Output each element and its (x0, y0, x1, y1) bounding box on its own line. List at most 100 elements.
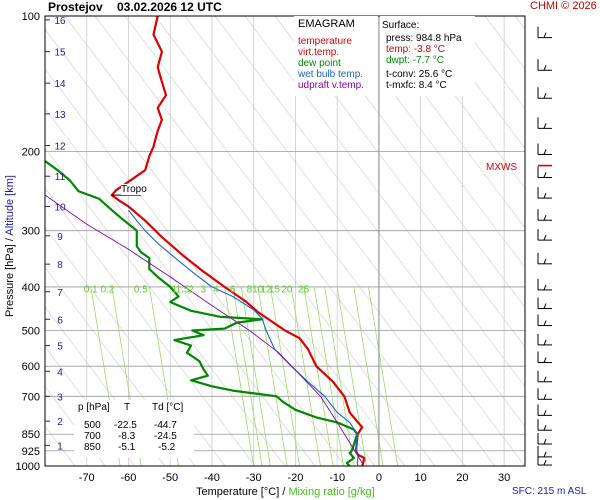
y-axis-label-press: Pressure [hPa] (4, 244, 16, 317)
wind-barb-feather (543, 65, 547, 71)
altitude-tick-label: 6 (57, 315, 63, 326)
mixing-ratio-label: 12 (260, 285, 272, 296)
x-tick-label: -70 (79, 472, 95, 484)
dry-adiabat-line (214, 16, 525, 427)
pressure-tick-label: 400 (22, 282, 40, 294)
x-axis-label-mix: Mixing ratio [g/kg] (288, 486, 375, 498)
max-wind-label: MXWS (486, 162, 518, 173)
altitude-tick-label: 1 (57, 441, 63, 452)
dry-adiabat-line (424, 16, 525, 149)
wind-barb-feather (543, 172, 547, 178)
altitude-tick-label: 15 (54, 48, 66, 59)
surface-info: Surface: press: 984.8 hPa temp: -3.8 °C … (380, 16, 475, 96)
wind-barb-feather (543, 425, 547, 431)
dry-adiabat-line (45, 68, 346, 466)
chart-series (45, 16, 366, 466)
wind-barb-feather (543, 394, 547, 400)
altitude-tick-label: 9 (57, 232, 63, 243)
y-axis-label: Pressure [hPa] / Altitude [km] (4, 136, 16, 356)
altitude-tick-label: 7 (57, 288, 63, 299)
wind-barb-feather (543, 339, 547, 346)
mixing-ratio-label: 25 (298, 285, 310, 296)
wind-barb-feather (543, 451, 547, 458)
altitude-tick-label: 2 (57, 417, 63, 428)
legend-item-dew-point: dew point (298, 58, 341, 69)
surface-tconv: t-conv: 25.6 °C (386, 69, 453, 80)
altitude-tick-label: 4 (57, 367, 63, 378)
dry-adiabat-line (45, 386, 106, 466)
copyright: CHMI © 2026 (530, 0, 597, 12)
altitude-tick-label: 11 (55, 172, 66, 183)
x-tick-label: -30 (246, 472, 262, 484)
wind-barb-feather (543, 149, 547, 155)
altitude-tick-label: 10 (54, 202, 66, 213)
wind-barb-feather (543, 234, 547, 241)
wind-barb-feather (543, 192, 547, 199)
wind-barb-feather (543, 376, 547, 382)
pressure-tick-label: 600 (22, 361, 40, 373)
x-tick-label: 10 (415, 472, 427, 484)
legend-item-updraft: udpraft v.temp. (298, 80, 364, 91)
mixing-ratio-label: 0.1 (84, 285, 98, 296)
dry-adiabat-line (45, 227, 226, 466)
chart-legend: EMAGRAM temperature virt.temp. dew point… (294, 16, 378, 96)
station-name: Prostejov (48, 0, 103, 14)
dry-adiabat-line (454, 16, 525, 110)
mixing-ratio-label: 1 (171, 285, 177, 296)
mixing-ratio-line (368, 286, 399, 466)
dry-adiabat-line (545, 16, 600, 466)
dry-adiabat-line (45, 187, 256, 466)
legend-item-virt-temp: virt.temp. (298, 47, 340, 58)
pressure-tick-label: 850 (22, 429, 40, 441)
altitude-tick-label: 14 (54, 79, 66, 90)
x-tick-label: 20 (456, 472, 468, 484)
mixing-ratio-line (290, 286, 321, 466)
wind-barbs (537, 26, 552, 466)
y-axis-label-alt: Altitude [km] (4, 175, 16, 236)
table-header-p: p [hPa] (78, 402, 110, 413)
table-cell: -5.2 (158, 442, 176, 453)
sfc-elevation: SFC: 215 m ASL (512, 486, 587, 497)
pressure-tick-label: 300 (22, 226, 40, 238)
dry-adiabat-line (45, 306, 166, 466)
mixing-ratio-label: 4 (213, 285, 219, 296)
table-cell: 700 (84, 431, 101, 442)
y-axis-label-sep: / (4, 238, 16, 242)
mixing-ratio-label: 0.2 (100, 285, 114, 296)
legend-title: EMAGRAM (298, 18, 355, 30)
mixing-ratio-label: 15 (269, 285, 281, 296)
mixing-ratio-label: 3 (201, 285, 207, 296)
mixing-ratio-label: 1.5 (176, 285, 190, 296)
altitude-tick-label: 8 (57, 260, 63, 271)
x-axis-label-temp: Temperature [°C] (196, 486, 280, 498)
mixing-ratio-line (257, 286, 288, 466)
table-cell: -24.5 (154, 431, 177, 442)
wind-barb-feather (543, 123, 547, 129)
series-wet-bulb-temp (128, 209, 359, 466)
pressure-tick-label: 1000 (16, 461, 40, 473)
altitude-tick-label: 12 (54, 142, 66, 153)
table-header-t: T (124, 402, 131, 413)
x-tick-label: -40 (204, 472, 220, 484)
table-header-td: Td [°C] (152, 402, 184, 413)
wind-barb-feather (543, 32, 547, 38)
series-dew-point (45, 160, 359, 466)
table-cell: -8.3 (118, 431, 136, 442)
altitude-tick-label: 16 (54, 16, 66, 27)
pressure-tick-label: 200 (22, 146, 40, 158)
series-udpraft-v-temp (45, 194, 363, 464)
table-cell: -44.7 (154, 420, 177, 431)
mixing-ratio-line (269, 286, 301, 466)
plot-frame (44, 15, 526, 467)
table-cell: 850 (84, 442, 101, 453)
dry-adiabat-line (124, 16, 466, 466)
wind-barb-feather (543, 284, 547, 291)
x-axis-label-sep: / (282, 486, 286, 498)
x-tick-label: -50 (162, 472, 178, 484)
wind-barb-feather (543, 438, 547, 445)
pressure-tick-label: 500 (22, 326, 40, 338)
tropopause-label: Tropo (121, 184, 147, 195)
wind-barb-feather (543, 303, 547, 309)
surface-press: press: 984.8 hPa (386, 33, 462, 44)
wind-barb-feather (543, 357, 547, 363)
